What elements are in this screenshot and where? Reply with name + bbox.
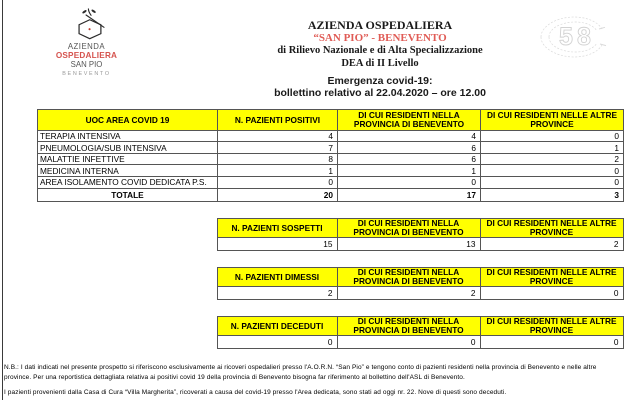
svg-text:5: 5 <box>559 23 573 51</box>
svg-text:8: 8 <box>577 23 591 51</box>
